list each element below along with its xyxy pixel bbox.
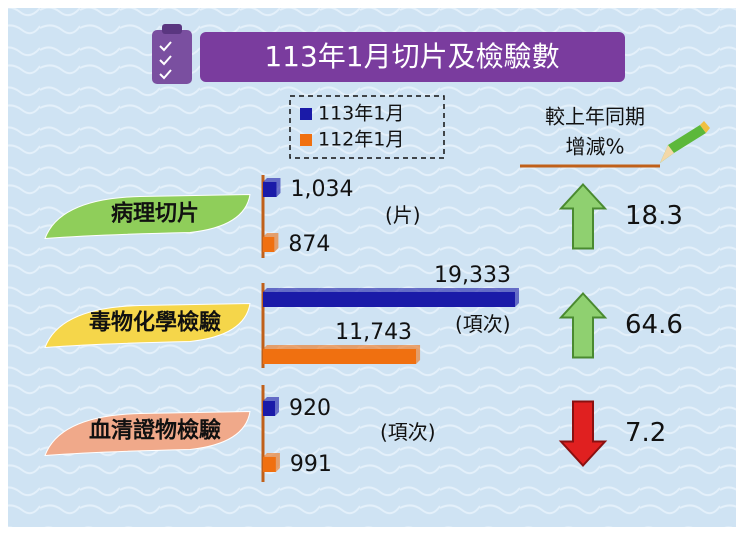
change-header: 較上年同期 (545, 105, 645, 129)
value-label: 991 (290, 452, 332, 477)
legend-swatch (300, 134, 312, 146)
legend-label: 112年1月 (318, 129, 404, 151)
value-label: 1,034 (290, 177, 353, 202)
change-arrow (558, 183, 608, 250)
value-label: 874 (288, 232, 330, 257)
value-label: 920 (289, 396, 331, 421)
legend-label: 113年1月 (318, 103, 404, 125)
unit-label: (片) (385, 203, 421, 227)
value-label: 19,333 (434, 263, 511, 288)
bar-depth (263, 345, 421, 364)
bar (263, 457, 276, 472)
category-leaf (44, 193, 251, 240)
legend-box (289, 95, 445, 159)
bar-depth (263, 233, 279, 252)
pencil-icon (660, 121, 710, 163)
change-arrow (558, 292, 608, 359)
value-label: 11,743 (335, 320, 412, 345)
bar (263, 401, 275, 416)
legend-swatch (300, 108, 312, 120)
unit-label: (項次) (455, 312, 511, 336)
category-label: 血清證物檢驗 (89, 418, 221, 444)
unit-label: (項次) (380, 420, 436, 444)
bar-depth (263, 453, 280, 472)
category-leaf (44, 410, 251, 457)
bar (263, 237, 275, 252)
bar (263, 292, 515, 307)
bar-depth (263, 288, 519, 307)
title-banner (200, 32, 625, 82)
chart-title: 113年1月切片及檢驗數 (264, 40, 559, 73)
change-label: 7.2 (625, 418, 666, 448)
bar-depth (263, 178, 281, 197)
bar (263, 182, 277, 197)
bar (263, 349, 417, 364)
category-label: 毒物化學檢驗 (89, 310, 221, 336)
bar-depth (263, 397, 279, 416)
change-label: 64.6 (625, 310, 683, 340)
change-header: 增減% (565, 135, 624, 159)
category-label: 病理切片 (111, 201, 199, 227)
clipboard-icon (152, 24, 192, 84)
category-leaf (44, 302, 251, 349)
change-label: 18.3 (625, 201, 683, 231)
change-arrow (558, 400, 608, 467)
